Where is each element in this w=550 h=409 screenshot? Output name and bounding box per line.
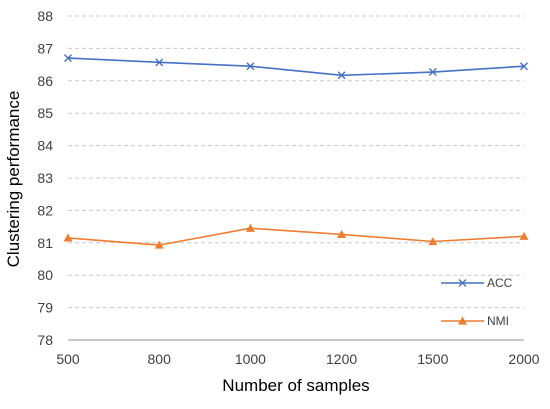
y-tick-label: 85 bbox=[37, 105, 53, 121]
legend-item-nmi: NMI bbox=[441, 314, 509, 328]
data-point-nmi bbox=[337, 229, 347, 238]
data-point-acc bbox=[337, 71, 346, 80]
data-point-nmi bbox=[519, 231, 529, 240]
series-layer bbox=[63, 54, 529, 249]
legend-label-acc: ACC bbox=[487, 276, 513, 290]
legend: ACC NMI bbox=[441, 276, 513, 328]
y-tick-labels: 78 79 80 81 82 83 84 85 86 87 88 bbox=[37, 8, 53, 348]
series-line-acc bbox=[67, 57, 525, 77]
legend-marker-acc bbox=[458, 279, 467, 287]
y-axis-title: Clustering performance bbox=[4, 91, 23, 268]
data-point-nmi bbox=[245, 223, 255, 232]
data-point-acc bbox=[520, 62, 528, 71]
x-tick-label: 1500 bbox=[417, 351, 448, 367]
x-tick-label: 800 bbox=[148, 351, 172, 367]
y-tick-label: 78 bbox=[37, 332, 53, 348]
x-tick-label: 1000 bbox=[235, 351, 266, 367]
legend-label-nmi: NMI bbox=[487, 314, 509, 328]
y-tick-label: 84 bbox=[37, 138, 53, 154]
series-nmi bbox=[63, 223, 529, 249]
y-tick-label: 86 bbox=[37, 73, 53, 89]
data-point-nmi bbox=[154, 240, 164, 249]
legend-marker-nmi bbox=[458, 316, 467, 325]
data-point-nmi bbox=[63, 233, 73, 242]
y-tick-label: 82 bbox=[37, 202, 53, 218]
x-tick-label: 1200 bbox=[326, 351, 357, 367]
y-tick-label: 81 bbox=[37, 235, 53, 251]
legend-item-acc: ACC bbox=[441, 276, 513, 290]
data-point-acc bbox=[428, 68, 437, 77]
y-tick-label: 88 bbox=[37, 8, 53, 24]
data-point-acc bbox=[155, 58, 164, 67]
x-axis-title: Number of samples bbox=[222, 376, 369, 395]
data-point-nmi bbox=[428, 237, 438, 246]
data-point-acc bbox=[64, 54, 72, 63]
x-tick-labels: 500 800 1000 1200 1500 2000 bbox=[56, 351, 539, 367]
grid-lines bbox=[68, 15, 524, 309]
data-point-acc bbox=[246, 62, 255, 71]
series-line-nmi bbox=[67, 227, 525, 246]
x-tick-label: 500 bbox=[56, 351, 80, 367]
y-tick-label: 80 bbox=[37, 267, 53, 283]
y-tick-label: 83 bbox=[37, 170, 53, 186]
y-tick-label: 87 bbox=[37, 40, 53, 56]
series-acc bbox=[64, 54, 528, 80]
y-tick-label: 79 bbox=[37, 300, 53, 316]
x-tick-label: 2000 bbox=[508, 351, 539, 367]
